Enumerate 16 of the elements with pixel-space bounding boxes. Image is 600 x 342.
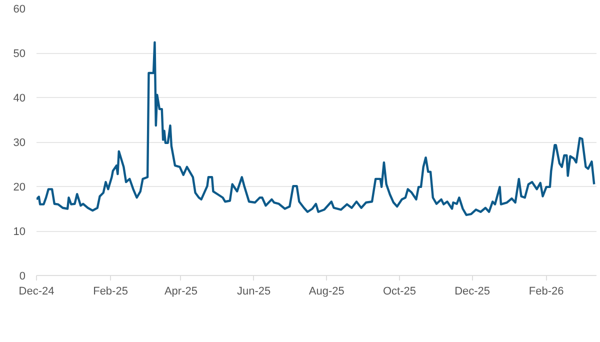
x-tick-label: Apr-25 (164, 286, 198, 298)
y-tick-label: 10 (13, 226, 26, 238)
x-tick-label: Oct-25 (382, 286, 416, 298)
y-tick-label: 20 (13, 182, 26, 194)
x-tick-label: Aug-25 (308, 286, 344, 298)
y-tick-label: 30 (13, 137, 26, 149)
y-tick-label: 40 (13, 92, 26, 104)
x-tick-label: Dec-25 (454, 286, 490, 298)
x-tick-label: Jun-25 (236, 286, 271, 298)
y-tick-label: 60 (13, 4, 26, 16)
x-tick-label: Feb-25 (93, 286, 128, 298)
line-series (36, 41, 596, 216)
x-tick-label: Feb-26 (528, 286, 564, 298)
y-tick-label: 0 (19, 270, 26, 282)
y-tick-label: 50 (13, 48, 26, 60)
x-tick-label: Dec-24 (18, 286, 54, 298)
